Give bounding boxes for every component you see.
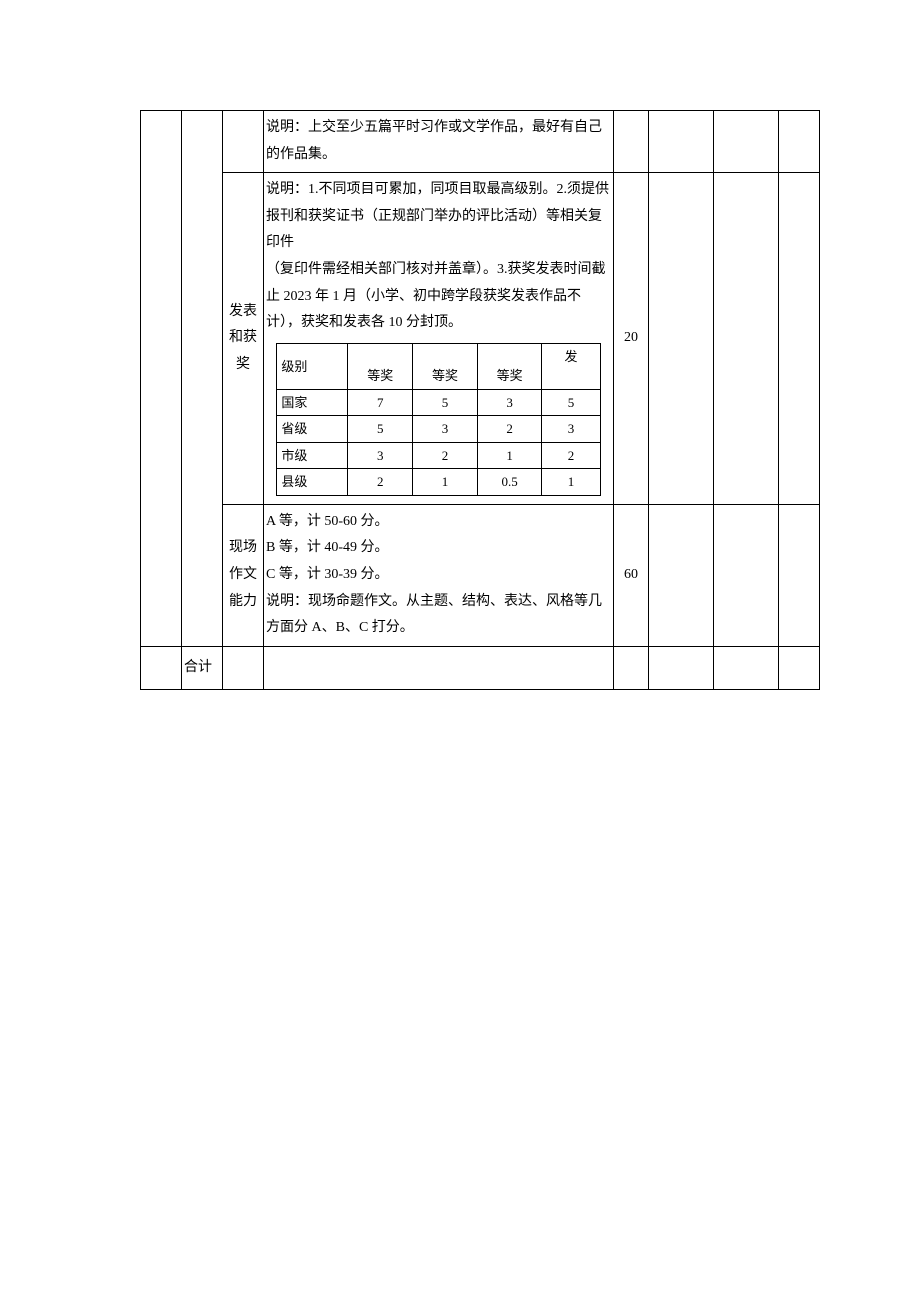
col-group-left-1: [141, 111, 182, 647]
col-group-left-2: [182, 111, 223, 647]
row-submit-label: [223, 111, 264, 173]
row-onsite-score: 60: [614, 504, 649, 646]
award-hdr-c3: 等奖: [477, 343, 542, 389]
row-total: 合计: [141, 646, 820, 690]
row-publish-score: 20: [614, 173, 649, 505]
row-total-sub: [223, 646, 264, 690]
award-hdr-c2: 等奖: [413, 343, 478, 389]
row-total-c1: [649, 646, 714, 690]
row-onsite-line-a: A 等，计 50-60 分。: [266, 509, 611, 536]
row-submit-c2: [714, 111, 779, 173]
award-score-table: 级别 等奖 等奖 等奖 发 国家: [276, 343, 600, 496]
row-onsite-line-note: 说明：现场命题作文。从主题、结构、表达、风格等几方面分 A、B、C 打分。: [266, 589, 611, 642]
row-total-c2: [714, 646, 779, 690]
row-onsite-c1: [649, 504, 714, 646]
row-total-label: 合计: [182, 646, 223, 690]
row-submit-c3: [779, 111, 820, 173]
award-hdr-level: 级别: [277, 343, 348, 389]
award-header-row: 级别 等奖 等奖 等奖 发: [277, 343, 600, 389]
award-hdr-c1: 等奖: [348, 343, 413, 389]
row-total-c3: [779, 646, 820, 690]
award-row-county: 县级 2 1 0.5 1: [277, 469, 600, 496]
row-submit: 说明：上交至少五篇平时习作或文学作品，最好有自己的作品集。: [141, 111, 820, 173]
row-publish-label: 发表和获奖: [223, 173, 264, 505]
row-total-desc: [264, 646, 614, 690]
award-row-national: 国家 7 5 3 5: [277, 389, 600, 416]
row-publish-c3: [779, 173, 820, 505]
row-publish: 发表和获奖 说明：1.不同项目可累加，同项目取最高级别。2.须提供报刊和获奖证书…: [141, 173, 820, 505]
row-submit-desc-text: 说明：上交至少五篇平时习作或文学作品，最好有自己的作品集。: [266, 120, 602, 162]
row-submit-c1: [649, 111, 714, 173]
row-total-left: [141, 646, 182, 690]
row-onsite-c2: [714, 504, 779, 646]
row-onsite-line-c: C 等，计 30-39 分。: [266, 562, 611, 589]
row-publish-desc: 说明：1.不同项目可累加，同项目取最高级别。2.须提供报刊和获奖证书（正规部门举…: [264, 173, 614, 505]
row-onsite-label: 现场作文能力: [223, 504, 264, 646]
award-row-city: 市级 3 2 1 2: [277, 442, 600, 469]
award-hdr-c4: 发: [542, 343, 600, 389]
row-onsite-c3: [779, 504, 820, 646]
row-publish-desc-p1: 说明：1.不同项目可累加，同项目取最高级别。2.须提供报刊和获奖证书（正规部门举…: [266, 177, 611, 257]
row-onsite: 现场作文能力 A 等，计 50-60 分。 B 等，计 40-49 分。 C 等…: [141, 504, 820, 646]
row-publish-c1: [649, 173, 714, 505]
row-publish-c2: [714, 173, 779, 505]
row-onsite-desc: A 等，计 50-60 分。 B 等，计 40-49 分。 C 等，计 30-3…: [264, 504, 614, 646]
row-publish-desc-p2: （复印件需经相关部门核对并盖章）。3.获奖发表时间截止 2023 年 1 月（小…: [266, 257, 611, 337]
row-submit-score: [614, 111, 649, 173]
row-total-score: [614, 646, 649, 690]
row-submit-desc: 说明：上交至少五篇平时习作或文学作品，最好有自己的作品集。: [264, 111, 614, 173]
row-onsite-line-b: B 等，计 40-49 分。: [266, 535, 611, 562]
award-row-province: 省级 5 3 2 3: [277, 416, 600, 443]
scoring-table: 说明：上交至少五篇平时习作或文学作品，最好有自己的作品集。 发表和获奖 说明：1…: [140, 110, 820, 690]
